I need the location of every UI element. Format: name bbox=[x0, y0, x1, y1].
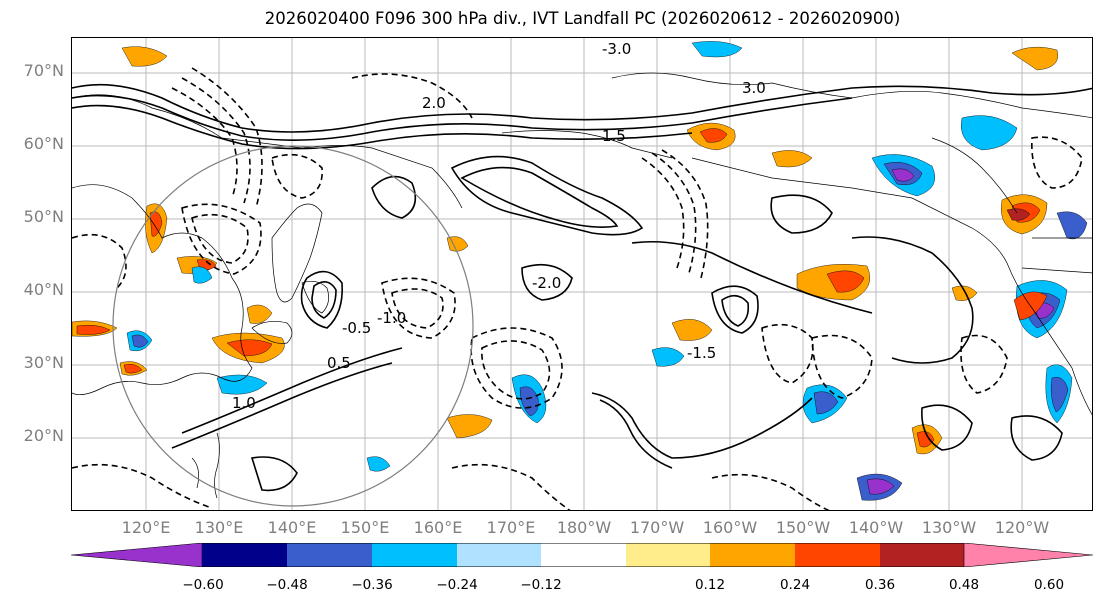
lat-label-20n: 20°N bbox=[23, 426, 64, 445]
lon-label-170e: 170°E bbox=[486, 518, 536, 537]
colorbar-tick-label: 0.48 bbox=[948, 577, 980, 593]
colorbar-tick-label: −0.36 bbox=[351, 577, 393, 593]
map-title: 2026020400 F096 300 hPa div., IVT Landfa… bbox=[264, 9, 901, 28]
colorbar-segment bbox=[626, 543, 710, 567]
colorbar-tick-label: 0.60 bbox=[1033, 577, 1065, 593]
lon-label-120e: 120°E bbox=[121, 518, 171, 537]
colorbar-segment bbox=[202, 543, 287, 567]
contour-label: -2.0 bbox=[532, 274, 561, 292]
colorbar-tick-label: −0.12 bbox=[520, 577, 562, 593]
divergence-shading bbox=[72, 41, 1088, 501]
colorbar-tick-label: 0.36 bbox=[864, 577, 896, 593]
contour-labels: 3.0 2.0 1.5 1.0 0.5 -0.5 -1.0 -1.5 -2.0 … bbox=[232, 40, 766, 412]
contour-label: 0.5 bbox=[327, 354, 351, 372]
contour-label: -0.5 bbox=[342, 319, 371, 337]
lat-label-70n: 70°N bbox=[23, 61, 64, 80]
lon-label-140e: 140°E bbox=[267, 518, 317, 537]
map-panel: 3.0 2.0 1.5 1.0 0.5 -0.5 -1.0 -1.5 -2.0 … bbox=[71, 37, 1093, 511]
lat-label-30n: 30°N bbox=[23, 353, 64, 372]
lon-label-140w: 140°W bbox=[848, 518, 904, 537]
colorbar-segment bbox=[541, 543, 626, 567]
colorbar-segment bbox=[372, 543, 457, 567]
map-canvas: 3.0 2.0 1.5 1.0 0.5 -0.5 -1.0 -1.5 -2.0 … bbox=[72, 38, 1092, 510]
lon-label-130e: 130°E bbox=[194, 518, 244, 537]
colorbar-segment bbox=[287, 543, 372, 567]
lon-label-130w: 130°W bbox=[921, 518, 977, 537]
contour-label: 3.0 bbox=[742, 79, 766, 97]
graticule bbox=[72, 38, 1092, 510]
lon-label-150w: 150°W bbox=[775, 518, 831, 537]
colorbar-over-triangle bbox=[963, 543, 1094, 567]
colorbar-segment bbox=[710, 543, 795, 567]
lon-label-160w: 160°W bbox=[702, 518, 758, 537]
colorbar-segment bbox=[880, 543, 964, 567]
contours-negative bbox=[72, 67, 1083, 510]
reference-circle bbox=[112, 145, 474, 507]
colorbar-tick-label: −0.24 bbox=[436, 577, 478, 593]
colorbar-segment bbox=[457, 543, 541, 567]
colorbar bbox=[71, 543, 1094, 567]
contour-label: 2.0 bbox=[422, 94, 446, 112]
lat-label-60n: 60°N bbox=[23, 134, 64, 153]
lon-label-120w: 120°W bbox=[994, 518, 1050, 537]
colorbar-tick-label: 0.24 bbox=[779, 577, 811, 593]
colorbar-under-triangle bbox=[71, 543, 203, 567]
contour-label: -3.0 bbox=[602, 40, 631, 58]
colorbar-tick-label: 0.12 bbox=[694, 577, 726, 593]
contour-label: -1.5 bbox=[687, 344, 716, 362]
lon-label-170w: 170°W bbox=[629, 518, 685, 537]
coastlines bbox=[72, 72, 1092, 499]
contours-positive bbox=[72, 83, 1092, 492]
lon-label-150e: 150°E bbox=[340, 518, 390, 537]
contour-label: 1.5 bbox=[602, 127, 626, 145]
lat-label-40n: 40°N bbox=[23, 280, 64, 299]
colorbar-tick-label: −0.60 bbox=[182, 577, 224, 593]
lat-label-50n: 50°N bbox=[23, 207, 64, 226]
contour-label: -1.0 bbox=[377, 309, 406, 327]
contour-label: 1.0 bbox=[232, 394, 256, 412]
colorbar-tick-label: −0.48 bbox=[266, 577, 308, 593]
lon-label-160e: 160°E bbox=[413, 518, 463, 537]
colorbar-segment bbox=[795, 543, 880, 567]
lon-label-180w: 180°W bbox=[556, 518, 612, 537]
